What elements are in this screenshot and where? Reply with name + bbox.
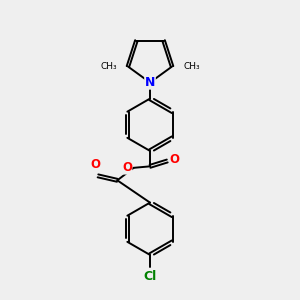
Text: Cl: Cl bbox=[143, 270, 157, 283]
Text: O: O bbox=[169, 153, 179, 166]
Text: N: N bbox=[145, 76, 155, 89]
Text: CH₃: CH₃ bbox=[100, 62, 117, 71]
Text: CH₃: CH₃ bbox=[183, 62, 200, 71]
Text: O: O bbox=[91, 158, 100, 170]
Text: O: O bbox=[122, 161, 132, 174]
